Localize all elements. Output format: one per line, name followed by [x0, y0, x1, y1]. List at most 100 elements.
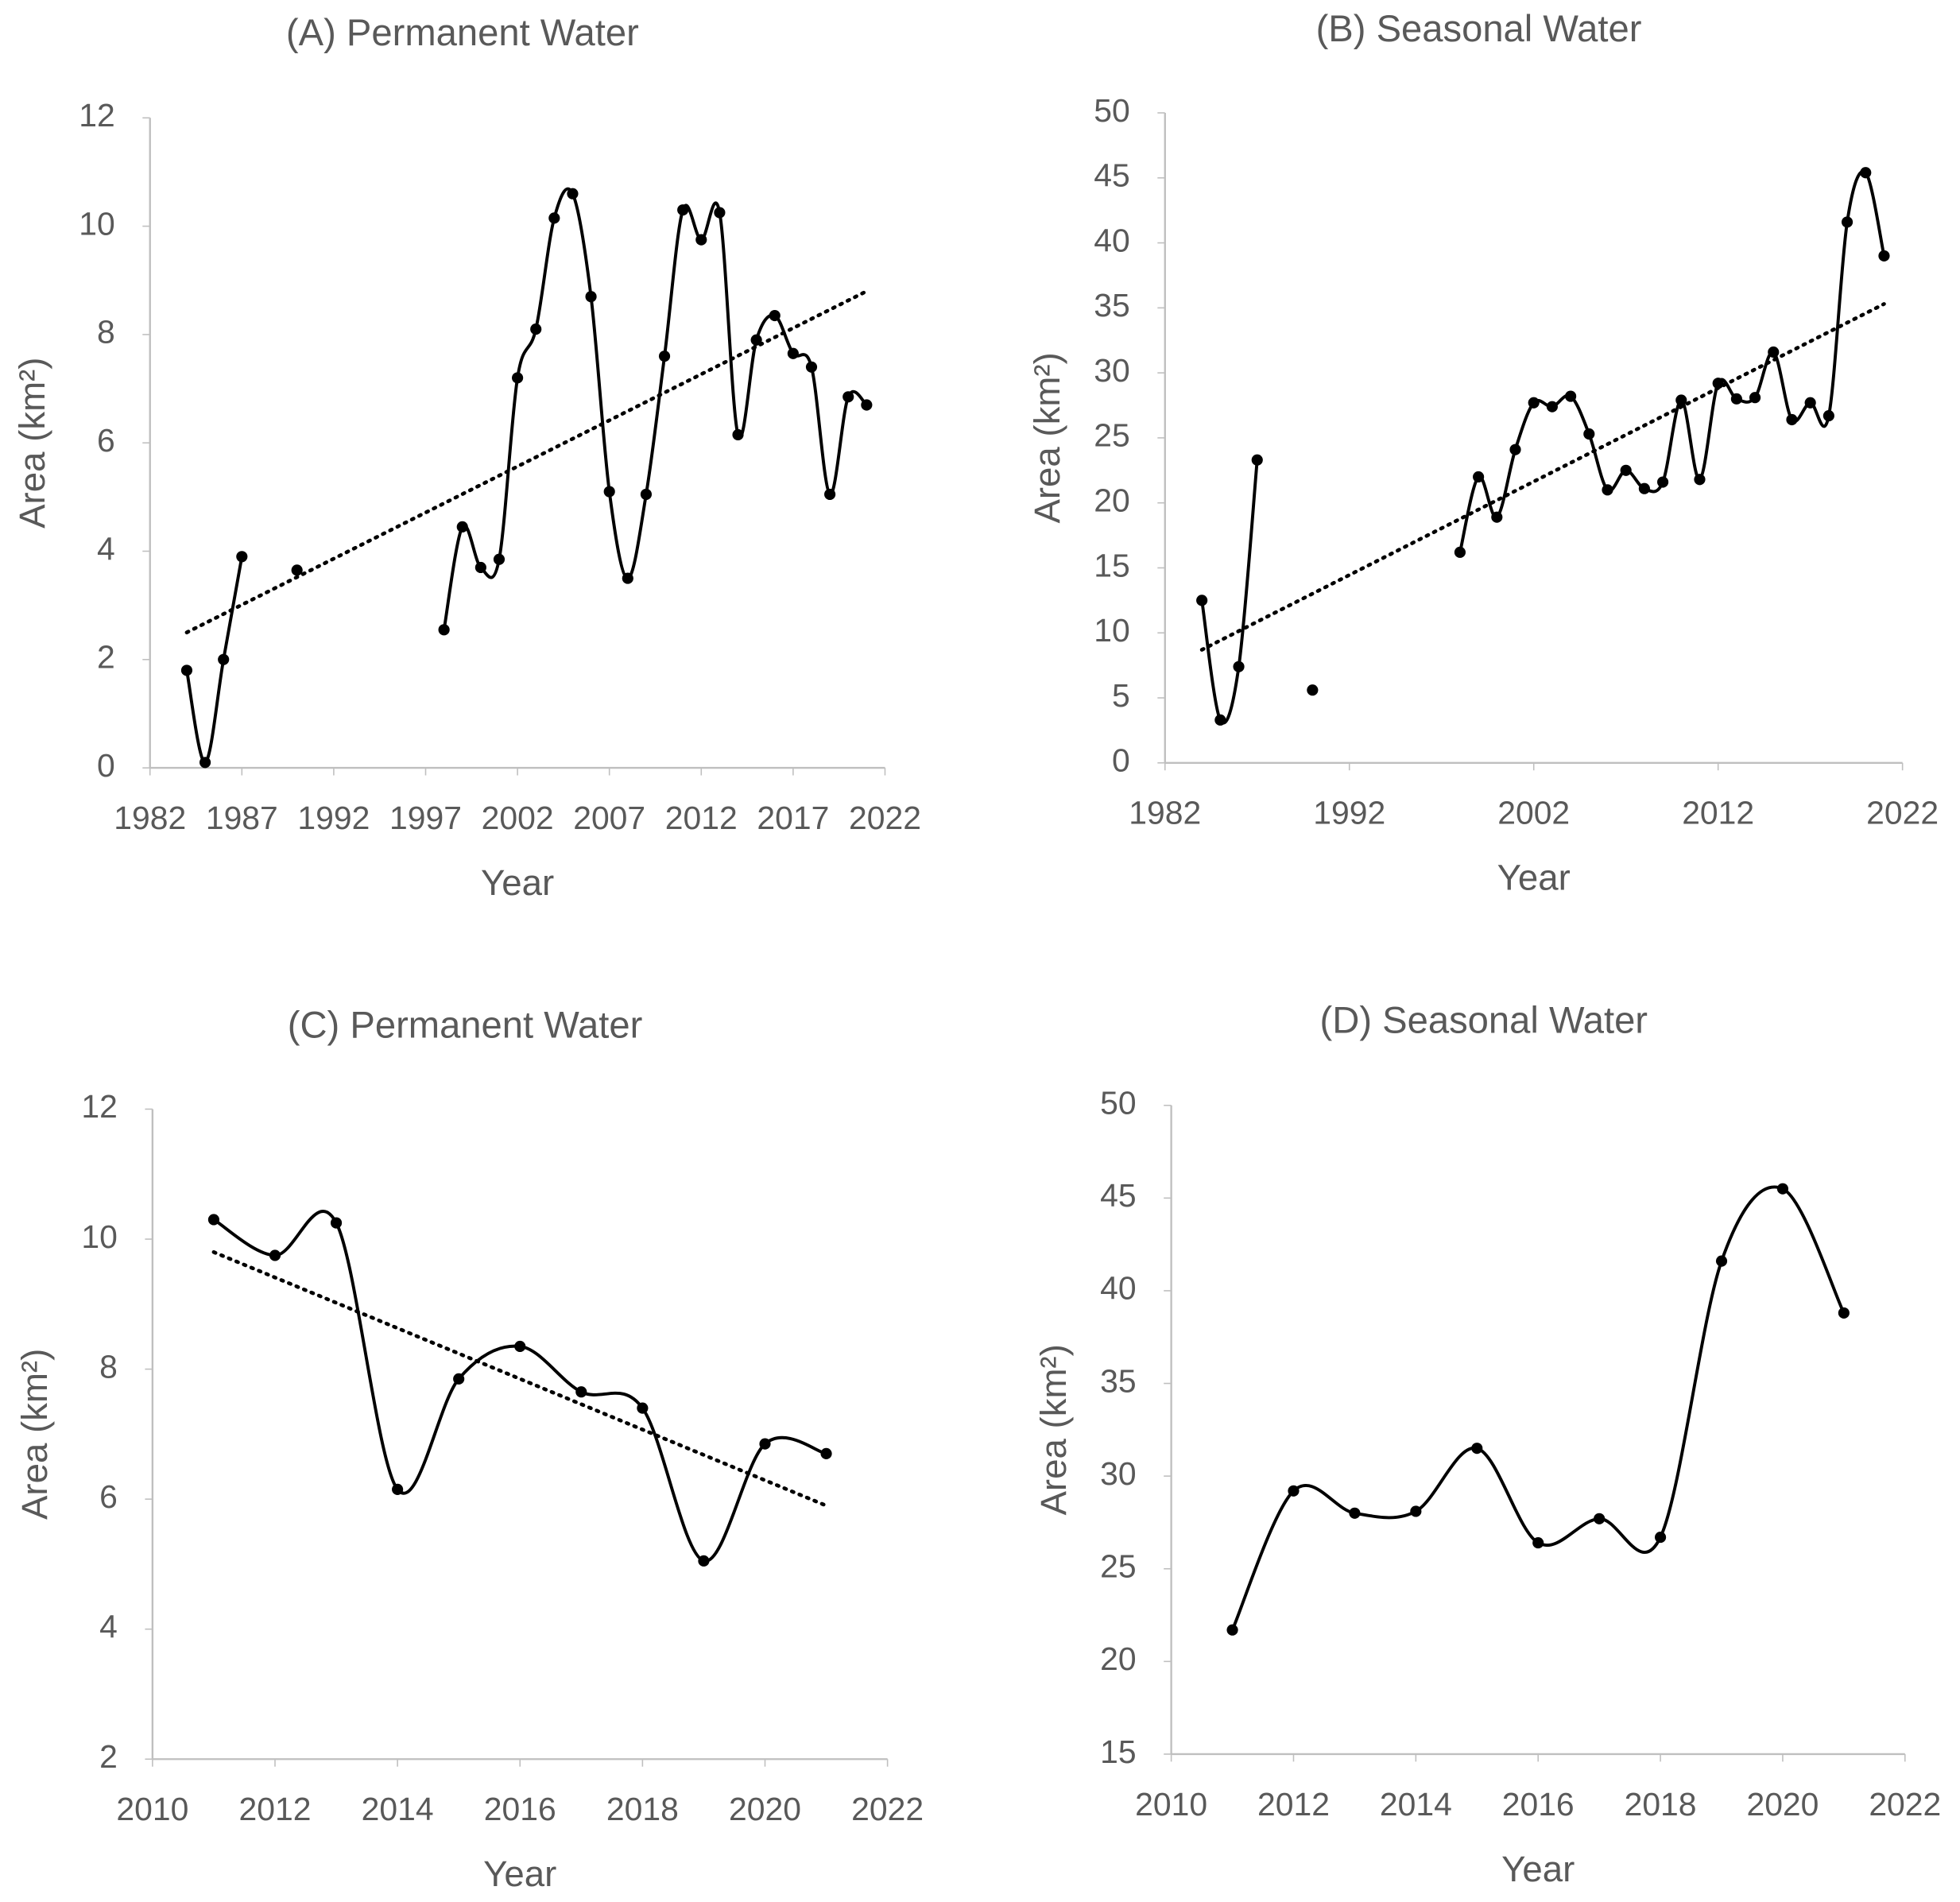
data-point: [1196, 595, 1208, 606]
x-tick-label: 2002: [1497, 795, 1570, 831]
x-tick-label: 2010: [1135, 1786, 1207, 1823]
y-tick-label: 6: [99, 1478, 118, 1515]
chart: (A) Permanent Water Area (km²) Year 0 2 4 6 8 10…: [12, 11, 921, 903]
data-point: [695, 234, 707, 246]
data-point: [453, 1373, 465, 1385]
x-tick-label: 2016: [1502, 1786, 1575, 1823]
data-point: [1841, 216, 1853, 228]
chart-title: (A) Permanent Water: [286, 11, 639, 53]
y-tick-label: 25: [1100, 1548, 1136, 1585]
x-tick-label: 1992: [297, 800, 370, 836]
y-tick-label: 4: [97, 530, 115, 567]
data-point: [1473, 471, 1485, 483]
data-point: [1620, 464, 1632, 476]
y-tick-label: 50: [1094, 92, 1129, 129]
data-point: [1730, 393, 1742, 405]
trend-line: [184, 289, 869, 635]
data-point: [1860, 167, 1872, 179]
x-tick-label: 2018: [606, 1791, 679, 1827]
y-axis-title: Area (km²): [12, 358, 52, 529]
data-point: [1694, 474, 1706, 486]
x-tick-label: 2022: [851, 1791, 924, 1827]
data-point: [1838, 1307, 1850, 1319]
trend-line: [1199, 302, 1886, 652]
chart-title: (C) Permanent Water: [288, 1004, 643, 1046]
data-point: [218, 653, 230, 665]
data-point: [1594, 1513, 1606, 1524]
data-point: [567, 188, 579, 199]
data-point: [622, 572, 633, 584]
data-point: [1251, 454, 1263, 466]
y-tick-label: 4: [99, 1608, 118, 1644]
y-tick-label: 50: [1100, 1085, 1136, 1121]
y-tick-label: 12: [81, 1088, 117, 1125]
x-tick-label: 2007: [573, 800, 645, 836]
y-tick-label: 35: [1094, 287, 1129, 323]
y-tick-label: 45: [1100, 1177, 1136, 1214]
data-point: [842, 391, 854, 403]
data-point: [291, 564, 303, 576]
data-point: [1509, 444, 1521, 455]
data-point: [1454, 546, 1466, 558]
data-point: [759, 1438, 771, 1450]
x-tick-label: 2022: [1866, 795, 1939, 831]
data-point: [530, 323, 542, 335]
x-tick-label: 2012: [665, 800, 738, 836]
data-point: [1307, 684, 1319, 696]
data-point: [575, 1386, 587, 1398]
chart-title: (B) Seasonal Water: [1316, 7, 1642, 49]
data-point: [1675, 394, 1687, 406]
data-point: [1528, 397, 1540, 409]
data-point: [180, 664, 193, 676]
data-point: [1583, 428, 1595, 440]
chart: (C) Permanent Water Area (km²) Year 2 4 6 8 10 1…: [14, 1004, 924, 1894]
data-point: [1491, 511, 1503, 523]
x-tick-label: 2022: [1869, 1786, 1941, 1823]
data-point: [1226, 1624, 1238, 1636]
data-point: [1768, 346, 1780, 358]
data-point: [1565, 390, 1577, 402]
y-tick-label: 30: [1100, 1455, 1136, 1492]
data-point: [1288, 1485, 1300, 1497]
y-tick-label: 12: [79, 97, 114, 134]
y-tick-label: 20: [1100, 1641, 1136, 1677]
data-point: [1878, 250, 1890, 261]
chart: (B) Seasonal Water Area (km²) Year 0 5 10 15 20…: [1027, 7, 1939, 897]
x-tick-label: 2022: [849, 800, 921, 836]
data-point: [787, 347, 799, 359]
y-tick-label: 5: [1112, 677, 1130, 714]
data-point: [493, 553, 505, 565]
y-tick-label: 2: [97, 639, 115, 676]
data-point: [805, 361, 818, 373]
data-point: [1471, 1443, 1483, 1455]
data-point: [1546, 401, 1558, 413]
data-point: [603, 486, 615, 498]
x-axis-title: Year: [483, 1854, 556, 1894]
x-tick-label: 2016: [484, 1791, 556, 1827]
y-tick-label: 8: [97, 314, 115, 351]
data-point: [750, 334, 762, 346]
data-point: [714, 207, 726, 219]
data-point: [1638, 482, 1650, 494]
data-point: [698, 1555, 710, 1567]
x-tick-label: 2002: [482, 800, 554, 836]
y-tick-label: 8: [99, 1348, 118, 1385]
y-tick-label: 20: [1094, 482, 1129, 518]
y-tick-label: 0: [97, 747, 115, 784]
y-axis-title: Area (km²): [14, 1349, 55, 1520]
data-point: [585, 291, 597, 303]
data-line: [212, 1210, 827, 1563]
data-point: [269, 1249, 281, 1261]
x-tick-label: 2018: [1625, 1786, 1697, 1823]
y-tick-label: 15: [1100, 1733, 1136, 1770]
data-point: [1654, 1532, 1667, 1544]
data-point: [438, 624, 450, 636]
data-point: [732, 428, 744, 441]
data-point: [640, 488, 653, 501]
data-point: [1602, 484, 1613, 496]
y-tick-label: 40: [1100, 1270, 1136, 1307]
x-tick-label: 2020: [729, 1791, 801, 1827]
data-point: [824, 488, 836, 501]
data-line: [1230, 1185, 1846, 1631]
